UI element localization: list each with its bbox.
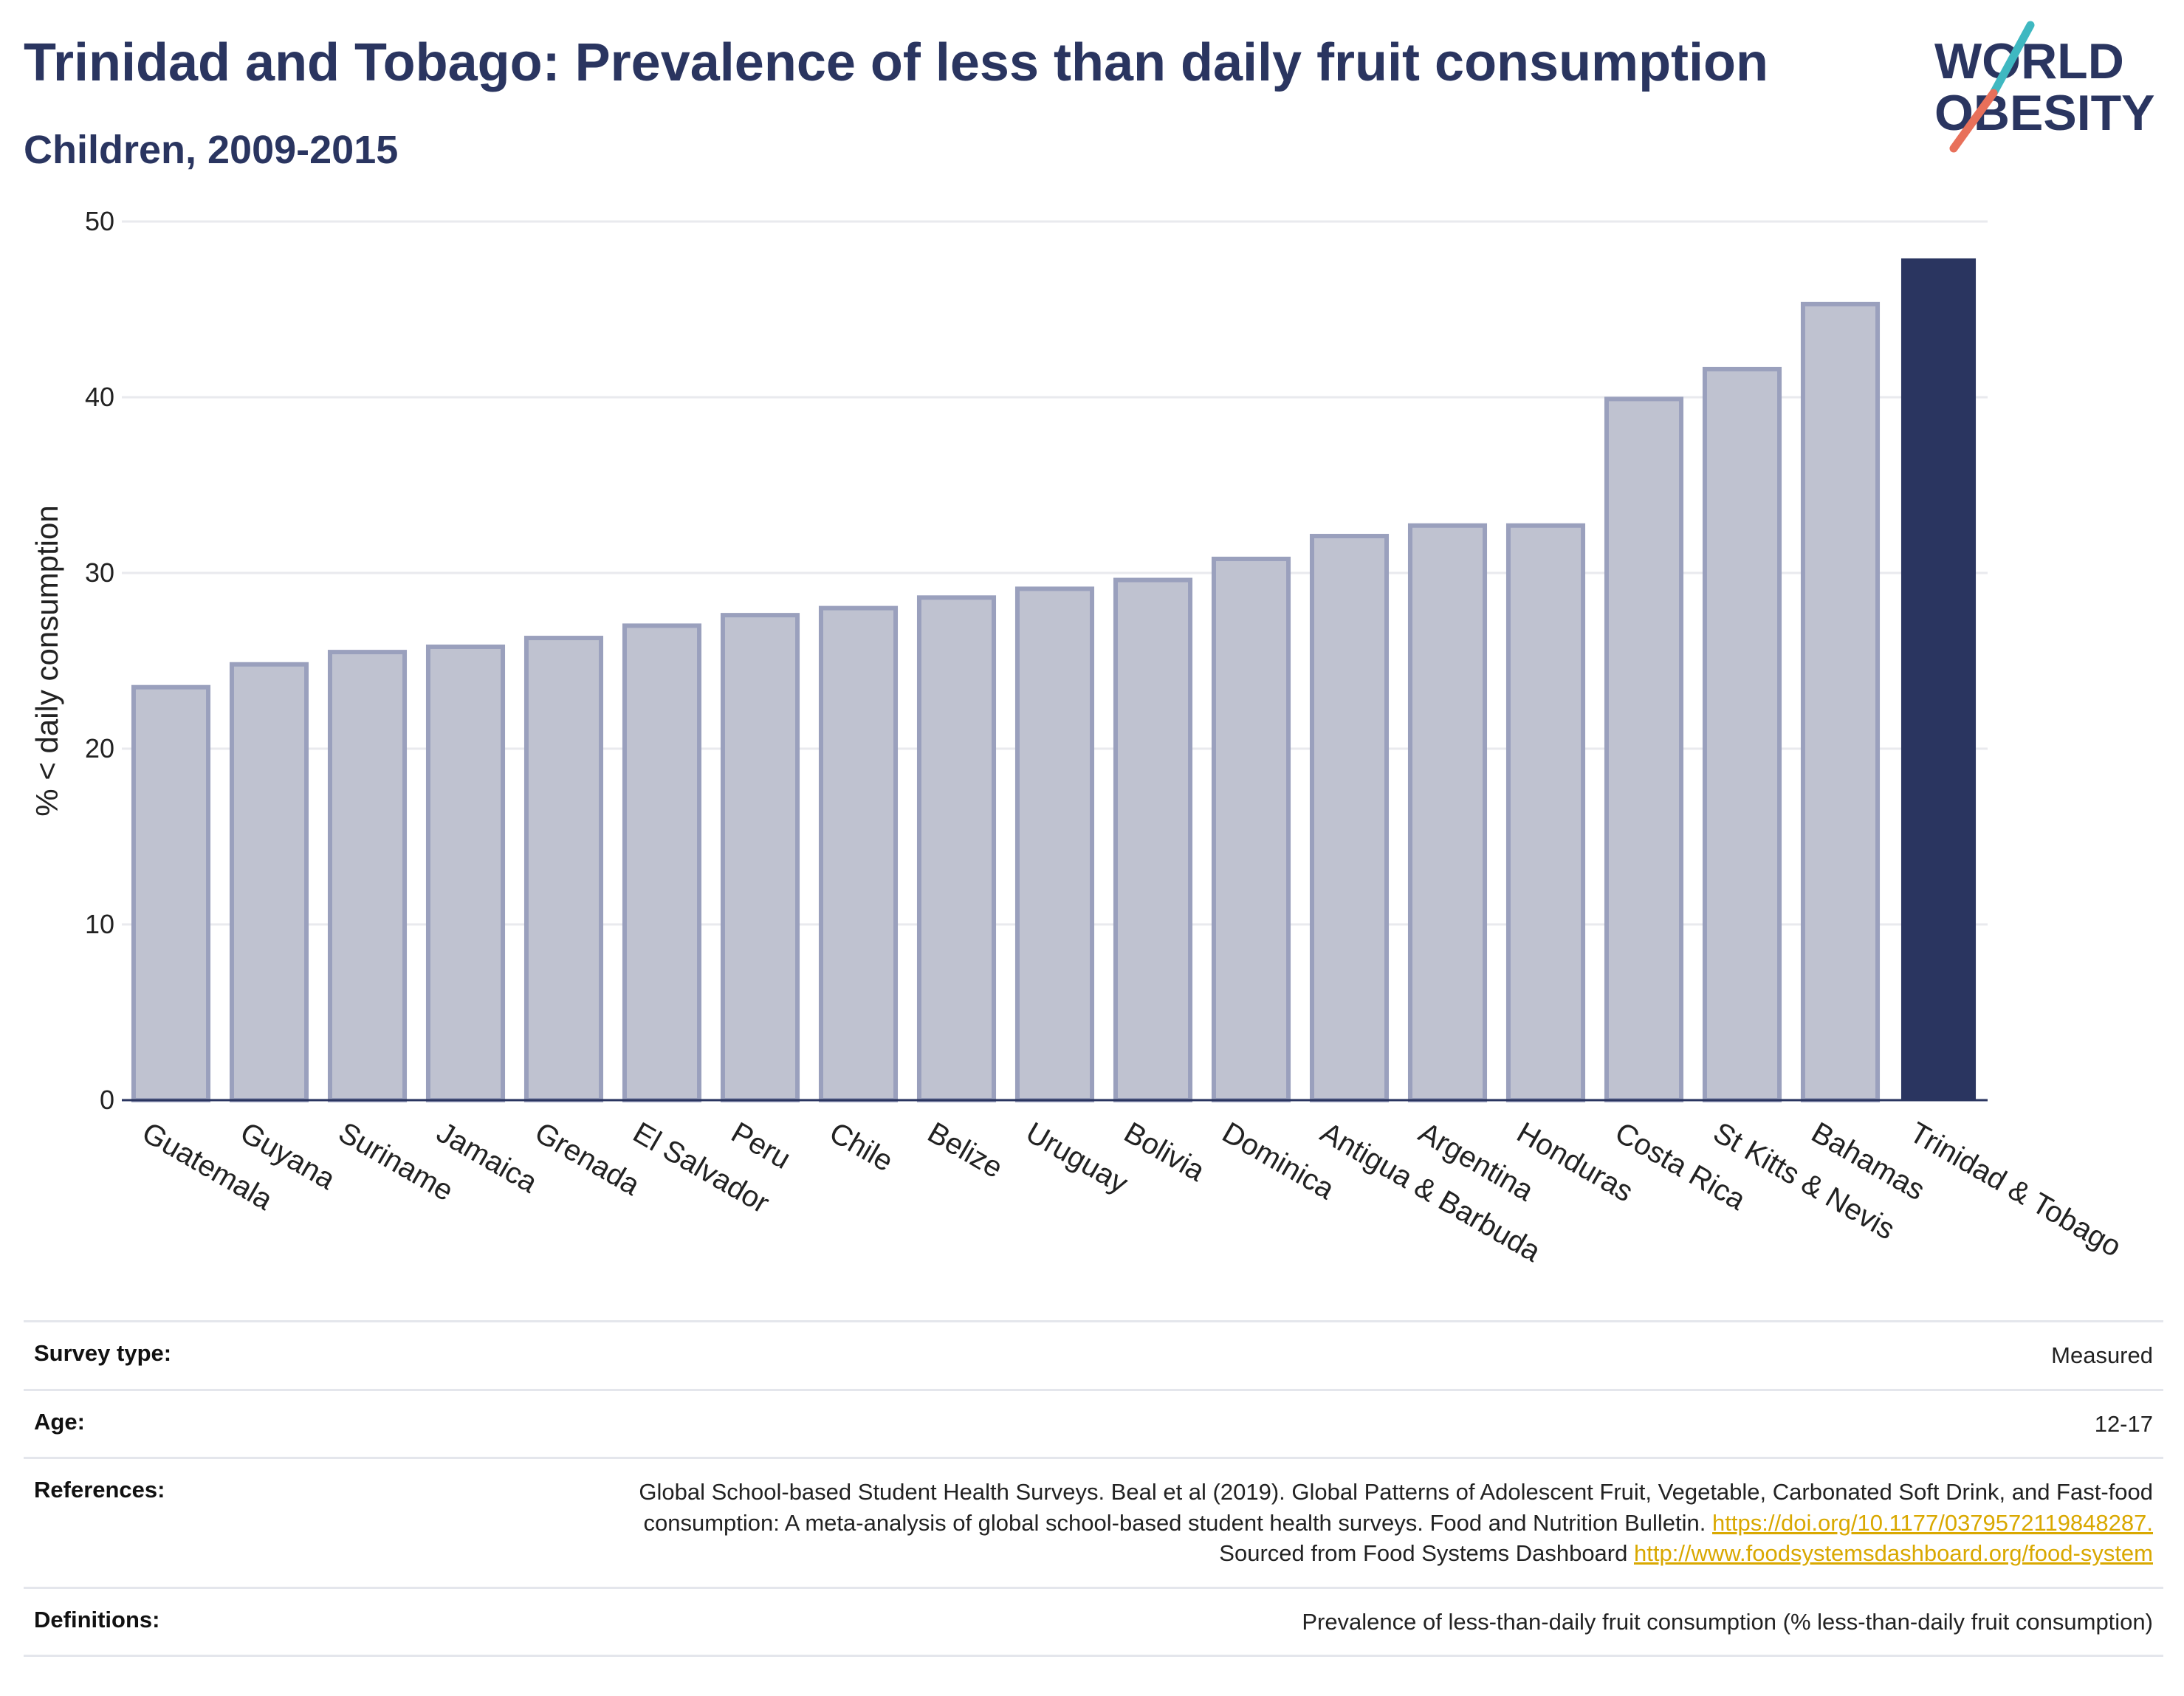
- y-tick-label: 40: [85, 382, 114, 412]
- food-systems-link[interactable]: http://www.foodsystemsdashboard.org/food…: [1634, 1540, 2153, 1567]
- bars: [131, 258, 1977, 1103]
- doi-link[interactable]: https://doi.org/10.1177/0379572119848287…: [1712, 1509, 2153, 1536]
- y-tick-label: 20: [85, 733, 114, 763]
- y-axis-title: % < daily consumption: [30, 505, 64, 816]
- x-tick-label: Grenada: [529, 1116, 645, 1202]
- definitions-value: Prevalence of less-than-daily fruit cons…: [1302, 1608, 2153, 1635]
- y-tick-label: 30: [85, 557, 114, 588]
- logo-slash-coral: [1949, 89, 1998, 153]
- bar-suriname: [327, 650, 408, 1102]
- bar-bolivia: [1113, 577, 1193, 1102]
- world-obesity-logo: WORLD OBESITY: [1934, 21, 2155, 153]
- x-tick-label: Chile: [824, 1116, 899, 1178]
- age-value: 12-17: [2094, 1410, 2153, 1437]
- references-row: References: Global School-based Student …: [24, 1457, 2163, 1587]
- x-tick-label: Uruguay: [1020, 1116, 1133, 1201]
- y-tick-label: 0: [100, 1085, 114, 1115]
- definitions-label: Definitions:: [34, 1606, 160, 1633]
- bar-guyana: [229, 662, 309, 1102]
- definitions-row: Definitions: Prevalence of less-than-dai…: [24, 1586, 2163, 1658]
- bar-trinidad-tobago: [1900, 258, 1977, 1101]
- bar-argentina: [1407, 523, 1488, 1102]
- logo-slash-teal: [1989, 21, 2035, 97]
- age-label: Age:: [34, 1408, 85, 1435]
- x-tick-label: Dominica: [1217, 1116, 1340, 1206]
- references-value: Global School-based Student Health Surve…: [558, 1477, 2153, 1569]
- bar-dominica: [1211, 556, 1291, 1102]
- x-tick-label: Peru: [726, 1116, 796, 1175]
- age-row: Age: 12-17: [24, 1388, 2163, 1458]
- bar-st-kitts-nevis: [1702, 366, 1782, 1103]
- bar-belize: [916, 595, 997, 1102]
- y-tick-label: 50: [85, 206, 114, 236]
- references-label: References:: [34, 1477, 165, 1503]
- x-tick-label: Trinidad & Tobago: [1904, 1116, 2126, 1263]
- y-tick-labels: 0 10 20 30 40 50: [85, 206, 114, 1115]
- survey-type-value: Measured: [2051, 1342, 2153, 1368]
- bar-chart: 0 10 20 30 40 50 GuatemalaGuyanaSurinameJamai…: [30, 206, 2126, 1268]
- bar-grenada: [523, 636, 604, 1102]
- chart-subtitle: Children, 2009-2015: [24, 128, 399, 172]
- bar-chile: [818, 605, 899, 1102]
- survey-type-row: Survey type: Measured: [24, 1320, 2163, 1389]
- metadata-table: Survey type: Measured Age: 12-17 Referen…: [24, 1320, 2163, 1658]
- logo-line1: WORLD: [1934, 33, 2124, 89]
- bar-peru: [720, 613, 800, 1102]
- bar-antigua-barbuda: [1309, 534, 1390, 1102]
- x-tick-label: Bolivia: [1119, 1116, 1211, 1188]
- logo-line2: OBESITY: [1934, 85, 2155, 141]
- bar-honduras: [1505, 523, 1586, 1102]
- chart-title: Trinidad and Tobago: Prevalence of less …: [24, 33, 1768, 92]
- references-text: Global School-based Student Health Surve…: [639, 1479, 2153, 1536]
- x-tick-labels: GuatemalaGuyanaSurinameJamaicaGrenadaEl …: [137, 1116, 2126, 1268]
- bar-uruguay: [1014, 586, 1095, 1102]
- bar-guatemala: [131, 684, 211, 1102]
- bar-costa-rica: [1604, 396, 1684, 1102]
- references-source: Sourced from Food Systems Dashboard: [1219, 1540, 1628, 1567]
- x-tick-label: Belize: [922, 1116, 1008, 1185]
- y-tick-label: 10: [85, 909, 114, 939]
- bar-el-salvador: [622, 623, 702, 1102]
- survey-type-label: Survey type:: [34, 1340, 172, 1366]
- bar-bahamas: [1800, 301, 1881, 1102]
- bar-jamaica: [425, 644, 506, 1102]
